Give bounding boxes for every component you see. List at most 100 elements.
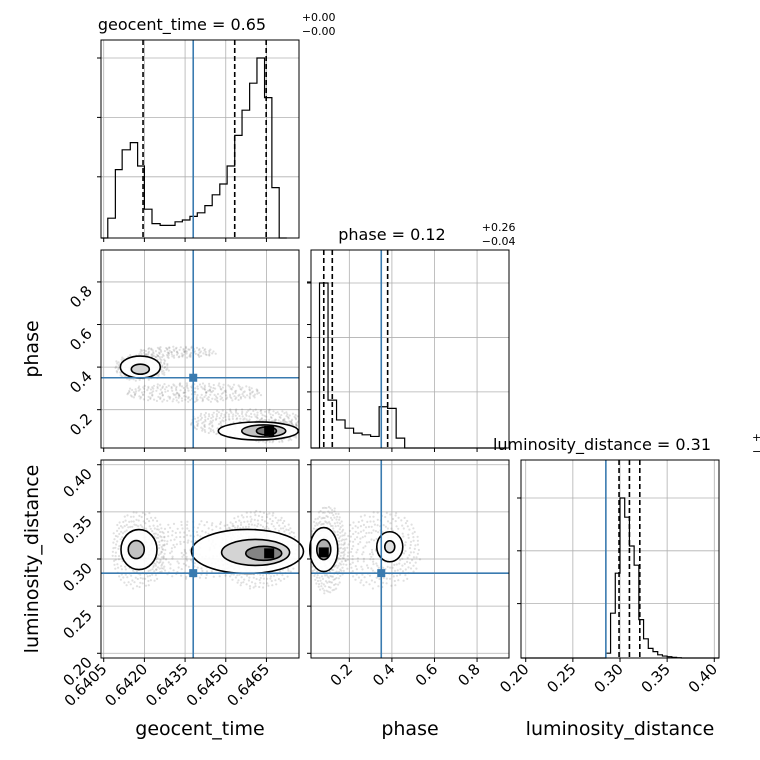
- sample-point: [138, 514, 141, 518]
- sample-point: [371, 569, 374, 572]
- sample-point: [170, 550, 173, 553]
- sample-point: [408, 554, 411, 557]
- sample-point: [334, 512, 337, 515]
- histogram-luminosity_distance: [521, 497, 719, 659]
- sample-point: [151, 349, 154, 352]
- sample-point: [271, 520, 274, 523]
- sample-point: [279, 519, 282, 522]
- sample-point: [164, 548, 167, 552]
- density-peak: [264, 425, 275, 436]
- sample-point: [334, 525, 337, 528]
- sample-point: [173, 349, 176, 352]
- sample-point: [185, 350, 188, 353]
- sample-point: [183, 548, 186, 551]
- sample-point: [210, 391, 213, 394]
- sample-point: [172, 348, 175, 351]
- sample-point: [377, 566, 380, 569]
- sample-point: [416, 535, 419, 538]
- sample-point: [193, 426, 197, 429]
- sample-point: [294, 418, 298, 421]
- sample-point: [288, 414, 291, 417]
- sample-point: [161, 386, 164, 389]
- sample-point: [324, 585, 327, 588]
- sample-point: [209, 422, 212, 425]
- sample-point: [209, 393, 212, 396]
- sample-point: [257, 522, 260, 526]
- y-tick-label-luminosity_distance: 0.25: [59, 606, 95, 642]
- sample-point: [319, 520, 322, 523]
- sample-point: [289, 570, 292, 573]
- sample-point: [338, 562, 341, 565]
- sample-point: [236, 527, 239, 530]
- sample-point: [238, 385, 241, 388]
- sample-point: [374, 530, 377, 533]
- sample-point: [333, 516, 336, 519]
- sample-point: [411, 532, 414, 535]
- sample-point: [417, 548, 420, 552]
- sample-point: [113, 538, 116, 541]
- sample-point: [293, 535, 296, 538]
- sample-point: [242, 394, 245, 398]
- y-tick-label-luminosity_distance: 0.35: [59, 512, 95, 548]
- sample-point: [195, 346, 199, 349]
- sample-point: [343, 549, 347, 552]
- sample-point: [215, 415, 219, 418]
- sample-point: [361, 573, 364, 576]
- sample-point: [376, 564, 379, 567]
- sample-point: [219, 522, 222, 526]
- sample-point: [269, 517, 272, 521]
- sample-point: [286, 416, 290, 419]
- sample-point: [376, 524, 379, 527]
- sample-point: [138, 353, 141, 356]
- sample-point: [295, 436, 298, 439]
- sample-point: [241, 393, 244, 396]
- sample-point: [331, 575, 334, 578]
- sample-point: [356, 557, 359, 560]
- sample-point: [333, 565, 337, 568]
- x-tick-label-luminosity_distance: 0.35: [638, 660, 674, 696]
- sample-point: [152, 352, 155, 355]
- sample-point: [209, 430, 212, 433]
- sample-point: [404, 541, 407, 544]
- sample-point: [152, 564, 155, 567]
- sample-point: [278, 524, 281, 527]
- sample-point: [362, 546, 365, 549]
- sample-point: [158, 347, 161, 350]
- sample-point: [223, 390, 226, 393]
- sample-point: [183, 388, 187, 392]
- sample-point: [371, 553, 374, 556]
- sample-point: [184, 350, 187, 353]
- sample-point: [214, 352, 217, 355]
- sample-point: [157, 395, 160, 398]
- sample-point: [128, 391, 131, 394]
- sample-point: [208, 423, 211, 426]
- sample-point: [185, 555, 188, 558]
- sample-point: [189, 534, 192, 537]
- sample-point: [364, 526, 368, 529]
- sample-point: [211, 352, 214, 355]
- x-tick-label-phase: 0.6: [412, 660, 442, 690]
- sample-point: [393, 579, 396, 583]
- sample-point: [229, 408, 232, 411]
- sample-point: [150, 391, 153, 394]
- sample-point: [279, 420, 282, 423]
- sample-point: [182, 562, 185, 565]
- sample-point: [359, 530, 363, 533]
- sample-point: [285, 528, 288, 531]
- sample-point: [119, 371, 122, 374]
- sample-point: [264, 410, 267, 413]
- sample-point: [382, 581, 385, 584]
- sample-point: [175, 389, 178, 392]
- sample-point: [290, 422, 293, 426]
- sample-point: [229, 395, 232, 398]
- sample-point: [178, 395, 181, 398]
- sample-point: [336, 521, 339, 524]
- sample-point: [112, 532, 115, 535]
- sample-point: [142, 386, 145, 389]
- sample-point: [348, 529, 352, 533]
- sample-point: [162, 532, 165, 535]
- sample-point: [182, 349, 185, 352]
- sample-point: [254, 582, 257, 585]
- sample-point: [204, 411, 207, 415]
- sample-point: [160, 564, 163, 567]
